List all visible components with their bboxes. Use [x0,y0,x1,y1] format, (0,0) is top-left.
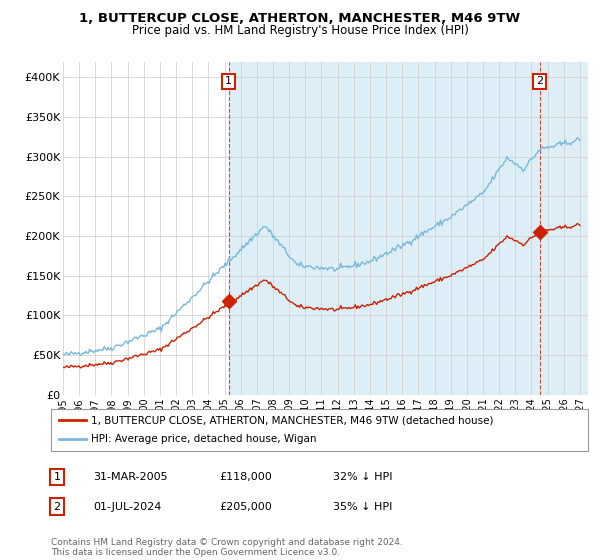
Bar [229,62,588,395]
Text: 2: 2 [536,76,543,86]
Text: Price paid vs. HM Land Registry's House Price Index (HPI): Price paid vs. HM Land Registry's House … [131,24,469,36]
Text: Contains HM Land Registry data © Crown copyright and database right 2024.
This d: Contains HM Land Registry data © Crown c… [51,538,403,557]
Text: HPI: Average price, detached house, Wigan: HPI: Average price, detached house, Wiga… [91,435,317,445]
Text: 32% ↓ HPI: 32% ↓ HPI [333,472,392,482]
Text: 1: 1 [53,472,61,482]
Text: 1, BUTTERCUP CLOSE, ATHERTON, MANCHESTER, M46 9TW: 1, BUTTERCUP CLOSE, ATHERTON, MANCHESTER… [79,12,521,25]
Text: 35% ↓ HPI: 35% ↓ HPI [333,502,392,512]
Text: £118,000: £118,000 [219,472,272,482]
Text: 31-MAR-2005: 31-MAR-2005 [93,472,167,482]
Text: £205,000: £205,000 [219,502,272,512]
Text: 01-JUL-2024: 01-JUL-2024 [93,502,161,512]
Text: 1, BUTTERCUP CLOSE, ATHERTON, MANCHESTER, M46 9TW (detached house): 1, BUTTERCUP CLOSE, ATHERTON, MANCHESTER… [91,415,494,425]
Bar [539,62,588,395]
Text: 1: 1 [225,76,232,86]
Text: 2: 2 [53,502,61,512]
